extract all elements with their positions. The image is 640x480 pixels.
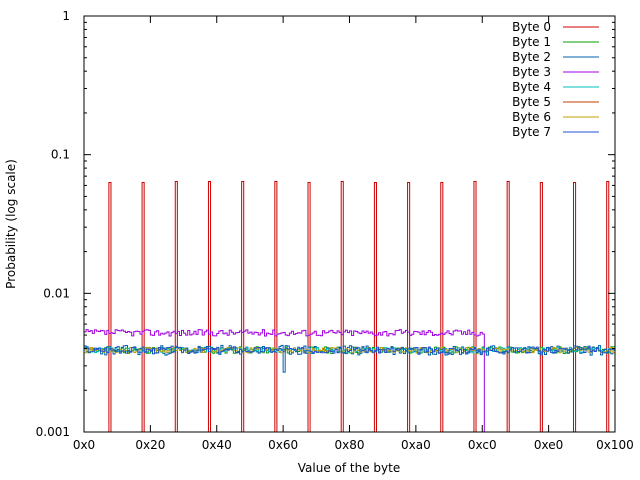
series-layer — [84, 181, 615, 433]
y-tick-label: 0.001 — [36, 425, 70, 439]
legend-byte-6-label: Byte 6 — [512, 110, 551, 124]
series-byte-0-line — [84, 181, 610, 433]
legend-byte-3-label: Byte 3 — [512, 65, 551, 79]
x-tick-label: 0x40 — [202, 438, 232, 452]
y-tick-label: 0.01 — [43, 286, 70, 300]
x-axis-label: Value of the byte — [298, 461, 400, 475]
x-tick-label: 0x100 — [596, 438, 634, 452]
legend-byte-4-label: Byte 4 — [512, 80, 551, 94]
ticks-layer: 0x0 0x20 0x40 0x60 0x80 0xa0 0xc0 0xe0 0x100 0.00… — [36, 9, 634, 452]
x-tick-label: 0xc0 — [468, 438, 497, 452]
x-tick-label: 0x20 — [135, 438, 165, 452]
legend-byte-1-label: Byte 1 — [512, 35, 551, 49]
x-tick-label: 0x80 — [334, 438, 364, 452]
x-tick-label: 0xe0 — [534, 438, 563, 452]
x-tick-label: 0x60 — [268, 438, 298, 452]
x-tick-label: 0xa0 — [401, 438, 431, 452]
legend-byte-5-label: Byte 5 — [512, 95, 551, 109]
series-byte-7-line — [84, 346, 615, 354]
y-tick-label: 0.1 — [51, 148, 70, 162]
legend-byte-0-label: Byte 0 — [512, 20, 551, 34]
legend-byte-7-label: Byte 7 — [512, 125, 551, 139]
x-tick-label: 0x0 — [73, 438, 95, 452]
series-byte-3-line — [84, 329, 485, 432]
legend-byte-2-label: Byte 2 — [512, 50, 551, 64]
y-tick-label: 1 — [62, 9, 70, 23]
y-axis-label: Probability (log scale) — [4, 159, 18, 289]
